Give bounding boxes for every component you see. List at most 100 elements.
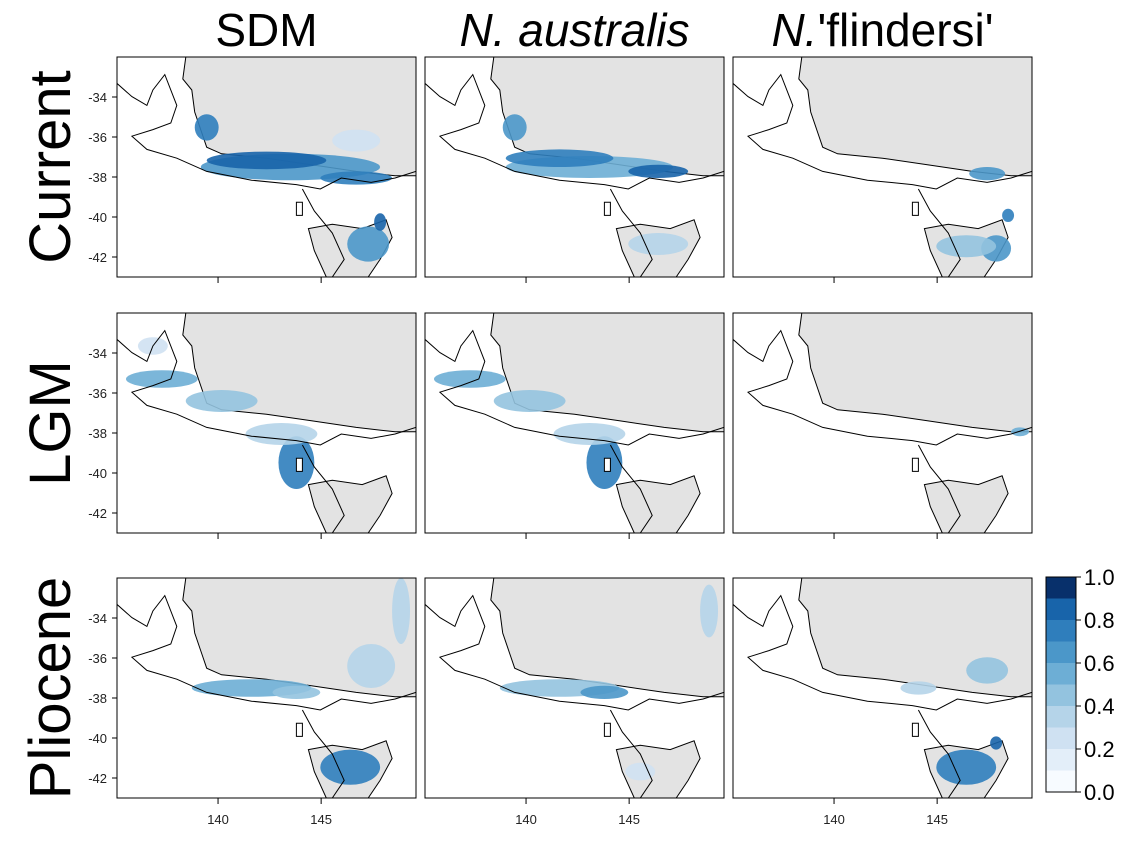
suitability-patch <box>347 644 396 688</box>
island <box>603 722 611 737</box>
island <box>295 201 303 216</box>
suitability-patch <box>320 749 381 785</box>
panel-frame <box>732 56 1033 278</box>
map-panel <box>733 57 1032 277</box>
shelf-line <box>609 444 653 533</box>
colorbar-swatch <box>1046 749 1076 771</box>
y-tick-label: -40 <box>88 731 107 746</box>
colorbar-swatch <box>1046 684 1076 706</box>
coastline <box>733 329 1032 446</box>
colorbar-swatch <box>1046 577 1076 599</box>
coastline <box>425 594 724 711</box>
colorbar-swatch <box>1046 727 1076 749</box>
x-tick-label: 145 <box>310 812 332 827</box>
island <box>603 201 611 216</box>
title-text: SDM <box>215 4 317 56</box>
row-label: Pliocene <box>18 577 83 799</box>
coastline <box>117 594 416 711</box>
suitability-patch <box>194 114 219 141</box>
suitability-patch <box>125 370 198 388</box>
y-tick-label: -34 <box>88 90 107 105</box>
colorbar-label: 0.4 <box>1084 694 1115 719</box>
x-tick-label: 140 <box>823 812 845 827</box>
coastline <box>425 73 724 190</box>
coastline <box>733 73 1032 190</box>
y-tick-label: -38 <box>88 170 107 185</box>
land <box>798 313 1032 433</box>
y-tick-label: -34 <box>88 611 107 626</box>
land <box>798 57 1032 177</box>
colorbar-swatch <box>1046 663 1076 685</box>
suitability-patch <box>580 685 629 700</box>
panel-frame <box>424 312 725 534</box>
map-panel <box>117 57 416 277</box>
column-title: SDM <box>215 4 317 56</box>
map-panel <box>425 57 724 277</box>
shelf-line <box>917 709 961 798</box>
panel-frame <box>424 577 725 799</box>
land <box>490 313 724 433</box>
suitability-patch <box>245 423 318 445</box>
colorbar-swatch <box>1046 706 1076 728</box>
suitability-patch <box>493 390 566 412</box>
colorbar-label: 0.0 <box>1084 780 1115 805</box>
colorbar-label: 1.0 <box>1084 565 1115 590</box>
island <box>911 722 919 737</box>
panel-frame <box>116 312 417 534</box>
coastline <box>117 329 416 446</box>
colorbar-frame <box>1045 576 1077 793</box>
coastline <box>425 329 724 446</box>
row-label: LGM <box>18 360 83 486</box>
suitability-patch <box>628 164 689 178</box>
suitability-patch <box>900 681 937 695</box>
tasmania <box>307 475 393 533</box>
land <box>490 578 724 698</box>
suitability-patch <box>990 736 1003 750</box>
colorbar-swatch <box>1046 641 1076 663</box>
tasmania <box>923 475 1009 533</box>
shelf-line <box>301 709 345 798</box>
y-tick-label: -36 <box>88 651 107 666</box>
map-panel <box>425 313 724 533</box>
map-panel <box>733 578 1032 798</box>
suitability-patch <box>320 171 393 185</box>
suitability-patch <box>347 226 390 262</box>
tasmania <box>615 475 701 533</box>
title-italic: N. australis <box>459 4 689 56</box>
panel-frame <box>732 312 1033 534</box>
suitability-patch <box>966 657 1009 684</box>
panel-frame <box>424 56 725 278</box>
colorbar-swatch <box>1046 620 1076 642</box>
island <box>603 457 611 472</box>
title-italic: N. <box>771 4 817 56</box>
y-tick-label: -36 <box>88 386 107 401</box>
y-tick-label: -40 <box>88 210 107 225</box>
column-title: N.'flindersi' <box>771 4 993 56</box>
shelf-line <box>917 444 961 533</box>
suitability-patch <box>625 762 656 781</box>
island <box>911 457 919 472</box>
island <box>295 457 303 472</box>
suitability-patch <box>185 390 258 412</box>
suitability-patch <box>433 370 506 388</box>
colorbar-swatch <box>1046 770 1076 792</box>
shelf-line <box>917 188 961 277</box>
x-tick-label: 145 <box>926 812 948 827</box>
suitability-patch <box>332 129 381 152</box>
map-panel <box>117 313 416 533</box>
suitability-patch <box>1002 208 1015 222</box>
column-title: N. australis <box>459 4 689 56</box>
y-tick-label: -40 <box>88 466 107 481</box>
coastline <box>733 594 1032 711</box>
tasmania <box>615 740 701 798</box>
y-tick-label: -38 <box>88 691 107 706</box>
suitability-patch <box>206 151 327 170</box>
y-tick-label: -42 <box>88 771 107 786</box>
suitability-patch <box>969 167 1006 181</box>
suitability-patch <box>502 114 527 141</box>
suitability-patch <box>505 149 614 167</box>
suitability-patch <box>936 235 997 258</box>
shelf-line <box>609 188 653 277</box>
panel-frame <box>116 577 417 799</box>
